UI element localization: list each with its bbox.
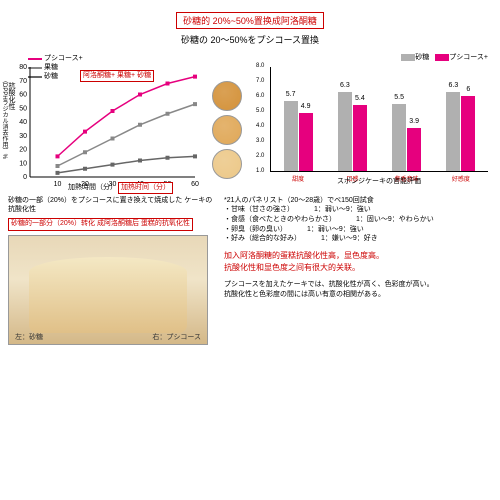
cake-photo: 左：砂糖 右：プシコース bbox=[8, 235, 208, 345]
svg-text:10: 10 bbox=[19, 160, 27, 167]
svg-text:10: 10 bbox=[54, 181, 62, 188]
svg-text:30: 30 bbox=[19, 133, 27, 140]
line-chart-svg: 01020304050607080102030405060 bbox=[8, 52, 208, 192]
photo-left-label: 左：砂糖 bbox=[15, 332, 43, 342]
bar-chart: 砂糖 プシコース+ 1.02.03.04.05.06.07.08.0 5.7 4… bbox=[246, 52, 492, 192]
svg-text:80: 80 bbox=[19, 64, 27, 71]
panel-note: *21人のパネリスト（20～28歳）でべ150回試食 bbox=[224, 196, 492, 205]
red-statement: 加入阿洛酮糖的蛋糕抗酸化性高，显色度高。 抗酸化性和显色度之间有很大的关联。 bbox=[224, 250, 492, 274]
ylabel: 抗酸化性 bbox=[6, 82, 16, 110]
xlabel-jp: 加熱時間（分） bbox=[68, 182, 117, 192]
line-chart: プシコース+ 果糖 砂糖 阿洛酮糖+ 果糖+ 砂糖 01020304050607… bbox=[8, 52, 208, 192]
bar-legend: 砂糖 プシコース+ bbox=[401, 52, 488, 62]
svg-text:20: 20 bbox=[19, 147, 27, 154]
svg-text:0: 0 bbox=[23, 174, 27, 181]
bar-xlabel: スポンジケーキの官能評価 bbox=[270, 176, 488, 186]
svg-text:70: 70 bbox=[19, 78, 27, 85]
svg-text:40: 40 bbox=[19, 119, 27, 126]
caption-jp: 砂糖の一部（20%）をプシコースに置き換えて焼成した ケーキの抗酸化性 bbox=[8, 196, 218, 214]
bullets: ・甘味（甘さの強さ）1：弱い～9：強い・食感（食べたときのやわらかさ）1：固い～… bbox=[224, 205, 492, 244]
caption-cn-box: 砂糖的一部分（20%）转化 成阿洛酮糖后 蛋糕的抗氧化性 bbox=[8, 218, 193, 230]
title-cn: 砂糖的 20%~50%置换成阿洛酮糖 bbox=[8, 12, 492, 29]
footer-jp: プシコースを加えたケーキでは、抗酸化性が高く、色彩度が高い。 抗酸化性と色彩度の… bbox=[224, 280, 492, 300]
xlabel-cn: 加热时间（分） bbox=[118, 182, 173, 194]
svg-text:60: 60 bbox=[191, 181, 199, 188]
svg-text:60: 60 bbox=[19, 92, 27, 99]
photo-right-label: 右：プシコース bbox=[152, 332, 201, 342]
cake-samples bbox=[212, 52, 242, 192]
title-jp: 砂糖の 20～50%をプシコース置換 bbox=[8, 33, 492, 46]
svg-text:50: 50 bbox=[19, 105, 27, 112]
